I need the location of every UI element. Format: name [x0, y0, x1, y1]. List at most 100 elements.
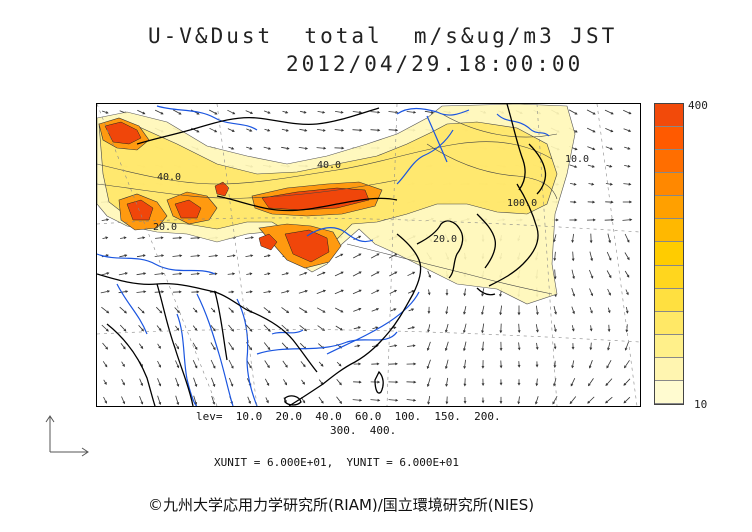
colorbar-swatch [655, 265, 683, 289]
wind-arrow [138, 343, 144, 349]
wind-arrow [175, 325, 179, 331]
wind-arrow-head [302, 400, 306, 404]
wind-arrow [299, 342, 307, 350]
wind-arrow-head [196, 272, 200, 276]
wind-arrow-head [499, 330, 503, 334]
wind-arrow-head [589, 328, 593, 332]
dust-map-svg: 40.0 40.0 100.0 20.0 20.0 10.0 [97, 104, 640, 406]
wind-arrow-head [517, 347, 521, 351]
wind-arrow-head [249, 290, 253, 294]
wind-arrow-head [176, 402, 180, 406]
wind-arrow [371, 308, 379, 312]
wind-arrow [518, 323, 520, 333]
wind-arrow-head [178, 112, 182, 115]
wind-arrow-head [572, 311, 575, 315]
wind-arrow-head [267, 128, 271, 132]
wind-arrow [607, 233, 611, 243]
wind-arrow-head [231, 290, 235, 294]
wind-arrow [172, 109, 182, 115]
wind-arrow [118, 272, 128, 276]
wind-arrow [536, 342, 538, 350]
wind-arrow-head [377, 110, 381, 114]
wind-arrow [571, 325, 575, 331]
wind-arrow [353, 308, 361, 312]
wind-arrow-head [196, 112, 200, 115]
wind-arrow [334, 271, 344, 277]
wind-arrow-head [124, 310, 127, 314]
wind-arrow-head [574, 218, 578, 222]
wind-arrow-head [250, 236, 254, 240]
wind-arrow-head [517, 312, 521, 316]
wind-arrow-head [427, 310, 431, 314]
wind-arrow-head [304, 289, 308, 293]
wind-arrow [264, 378, 270, 386]
wind-arrow-head [517, 330, 521, 334]
wind-arrow-head [230, 365, 234, 369]
wind-arrow [606, 164, 612, 168]
wind-arrow-head [571, 328, 575, 332]
wind-arrow-head [499, 382, 503, 386]
wind-arrow [157, 343, 161, 349]
wind-arrow [137, 306, 145, 314]
wind-arrow-head [445, 383, 449, 387]
wind-arrow-head [445, 311, 449, 315]
wind-arrow [100, 290, 110, 294]
wind-arrow-head [626, 239, 630, 243]
wind-arrow-head [231, 347, 234, 351]
wind-arrow-head [628, 129, 632, 132]
wind-arrow-head [592, 112, 596, 115]
wind-arrow [568, 109, 578, 115]
wind-arrow [335, 253, 343, 259]
wind-arrow-head [178, 290, 182, 294]
wind-arrow-head [574, 147, 578, 151]
wind-arrow-head [304, 310, 308, 313]
wind-arrow [263, 307, 271, 313]
wind-arrow-head [249, 365, 252, 369]
wind-arrow-head [411, 308, 415, 312]
wind-arrow [157, 378, 161, 386]
colorbar-swatch [655, 150, 683, 174]
wind-arrow [388, 399, 398, 401]
wind-arrow-head [553, 383, 556, 387]
wind-arrow-head [535, 312, 539, 316]
wind-arrow [353, 326, 361, 330]
wind-arrow-head [481, 348, 485, 352]
wind-arrow [390, 308, 396, 312]
wind-arrow [119, 306, 127, 314]
wind-arrow-head [161, 254, 165, 258]
wind-arrow-head [463, 365, 467, 370]
wind-arrow [210, 342, 216, 350]
wind-arrow-head [303, 110, 307, 114]
wind-arrow-head [214, 129, 218, 133]
wind-arrow [299, 128, 307, 132]
wind-arrow [624, 165, 630, 167]
wind-arrow-head [161, 290, 165, 294]
wind-arrow-head [179, 272, 183, 276]
wind-arrow-head [249, 328, 253, 332]
wind-arrow-head [463, 293, 467, 297]
wind-arrow-head [250, 111, 254, 114]
wind-arrow [318, 361, 324, 367]
wind-arrow-head [140, 401, 144, 405]
wind-arrow [569, 164, 577, 168]
wind-arrow-head [394, 289, 398, 293]
wind-arrow-head [574, 129, 578, 133]
wind-arrow-head [358, 271, 362, 275]
wind-arrow-head [376, 289, 380, 293]
wind-arrow [263, 291, 271, 293]
wind-arrow [371, 289, 379, 295]
wind-arrow [228, 324, 234, 332]
wind-arrow [427, 324, 431, 332]
wind-arrow-head [358, 253, 362, 257]
wind-arrow [463, 341, 467, 351]
wind-arrow [246, 146, 252, 150]
wind-arrow [101, 324, 109, 332]
wind-arrow [156, 306, 162, 314]
wind-arrow [481, 323, 485, 333]
wind-arrow [228, 342, 234, 350]
wind-arrow [300, 361, 306, 367]
wind-arrow-head [231, 129, 235, 132]
map-title-timestamp: 2012/04/29.18:00:00 [286, 52, 584, 76]
wind-arrow-head [517, 401, 521, 405]
wind-arrow-head [535, 364, 539, 368]
